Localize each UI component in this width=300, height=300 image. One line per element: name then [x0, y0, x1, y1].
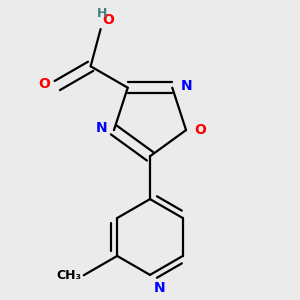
- Text: N: N: [154, 281, 166, 295]
- Text: O: O: [38, 77, 50, 91]
- Text: N: N: [96, 122, 107, 135]
- Text: CH₃: CH₃: [56, 269, 81, 282]
- Text: O: O: [102, 14, 114, 27]
- Text: N: N: [181, 79, 192, 93]
- Text: O: O: [194, 123, 206, 137]
- Text: H: H: [97, 7, 107, 20]
